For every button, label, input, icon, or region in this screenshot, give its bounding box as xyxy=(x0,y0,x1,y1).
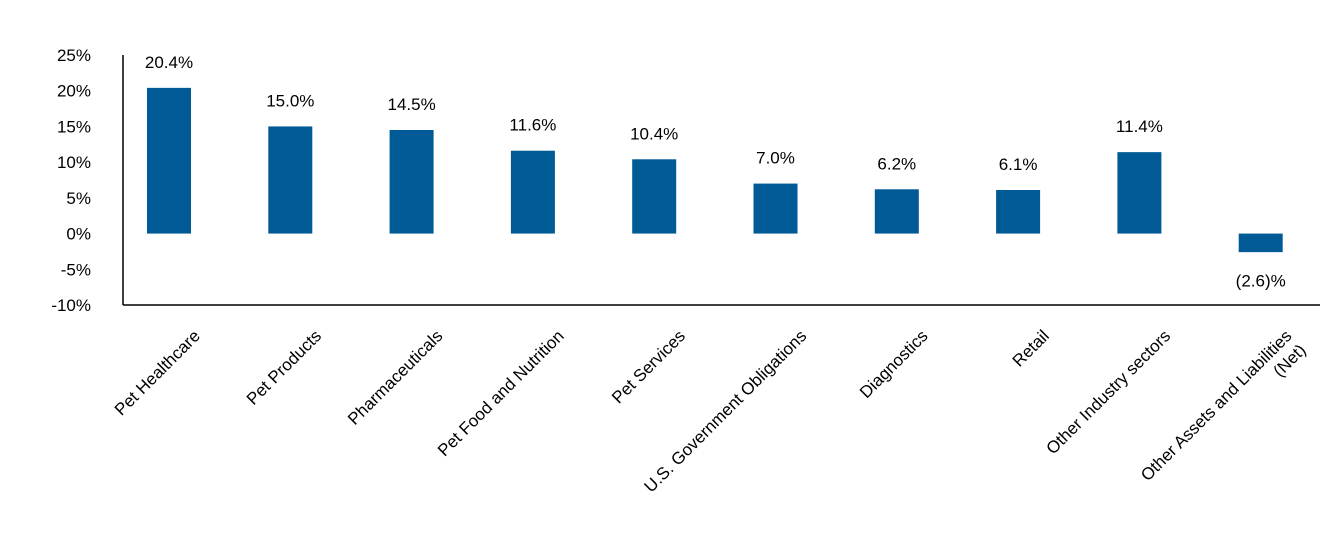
y-tick-label: 15% xyxy=(57,117,91,136)
y-tick-label: -5% xyxy=(61,260,91,279)
bars-group xyxy=(147,87,1283,253)
category-label-line: Pet Food and Nutrition xyxy=(434,326,568,460)
y-tick-label: 0% xyxy=(66,225,91,244)
category-label: Pet Food and Nutrition xyxy=(434,326,568,460)
category-label-line: Pet Healthcare xyxy=(111,326,204,419)
category-label: Other Industry sectors xyxy=(1043,326,1175,458)
category-label: Other Assets and Liabilities(Net) xyxy=(1137,326,1310,484)
category-label-line: Pet Products xyxy=(243,326,325,408)
category-label: Pharmaceuticals xyxy=(344,326,446,428)
data-label: 20.4% xyxy=(145,53,193,72)
category-label: Retail xyxy=(1009,326,1053,370)
category-label-line: Pharmaceuticals xyxy=(344,326,446,428)
category-label-line: Retail xyxy=(1009,326,1053,370)
bar xyxy=(632,159,677,234)
bar xyxy=(1238,233,1283,253)
bar xyxy=(874,189,919,234)
data-label: 6.1% xyxy=(999,155,1038,174)
data-label: 11.4% xyxy=(1116,117,1163,136)
data-label: 7.0% xyxy=(756,149,795,168)
bar xyxy=(753,183,798,234)
category-label-line: Pet Services xyxy=(608,326,689,407)
bar xyxy=(268,126,313,234)
y-tick-label: 25% xyxy=(57,46,91,65)
data-label: 6.2% xyxy=(877,154,916,173)
bar xyxy=(389,130,434,234)
category-label-line: Other Industry sectors xyxy=(1043,326,1175,458)
category-label: Pet Healthcare xyxy=(111,326,204,419)
data-label: 15.0% xyxy=(266,91,314,110)
bar xyxy=(1117,152,1162,234)
category-label-line: Diagnostics xyxy=(856,326,932,402)
y-tick-label: 20% xyxy=(57,82,91,101)
bar xyxy=(147,87,191,234)
bar xyxy=(996,190,1041,234)
y-tick-label: 10% xyxy=(57,153,91,172)
data-label: 14.5% xyxy=(387,95,435,114)
bar xyxy=(510,150,555,234)
data-label: 10.4% xyxy=(630,124,678,143)
category-label: Diagnostics xyxy=(856,326,932,402)
data-labels-group: 20.4% 15.0% 14.5% 11.6% 10.4% 7.0% 6.2% 6.1% 11.… xyxy=(145,53,1286,291)
data-label: 11.6% xyxy=(509,116,556,135)
category-label: Pet Services xyxy=(608,326,689,407)
category-labels-group: Pet Healthcare Pet Products Pharmaceutical… xyxy=(111,326,1310,496)
category-label: Pet Products xyxy=(243,326,325,408)
data-label: (2.6)% xyxy=(1236,272,1286,291)
y-axis-ticks: 25% 20% 15% 10% 5% 0% -5% -10% xyxy=(51,46,91,315)
y-tick-label: 5% xyxy=(66,189,91,208)
y-tick-label: -10% xyxy=(51,296,91,315)
